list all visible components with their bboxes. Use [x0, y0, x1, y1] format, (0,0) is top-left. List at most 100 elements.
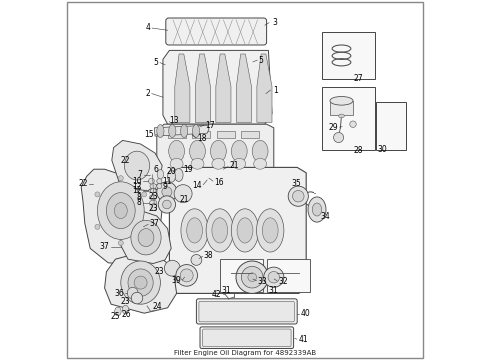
Ellipse shape	[236, 261, 269, 293]
Text: 35: 35	[292, 179, 301, 188]
Bar	[322, 87, 374, 150]
Text: 32: 32	[278, 277, 288, 286]
Ellipse shape	[127, 287, 138, 299]
Bar	[192, 131, 210, 138]
Text: 38: 38	[204, 251, 213, 260]
Bar	[217, 131, 235, 138]
Ellipse shape	[142, 224, 147, 229]
Ellipse shape	[264, 267, 284, 287]
FancyBboxPatch shape	[202, 329, 291, 347]
Ellipse shape	[138, 229, 154, 247]
Ellipse shape	[268, 271, 280, 283]
Ellipse shape	[151, 203, 157, 211]
Text: 23: 23	[154, 267, 164, 276]
Ellipse shape	[157, 182, 177, 202]
Polygon shape	[157, 124, 274, 191]
Bar	[322, 32, 374, 79]
Text: 31: 31	[269, 287, 278, 295]
Ellipse shape	[115, 307, 121, 316]
Text: 23: 23	[148, 204, 158, 213]
Text: 23: 23	[120, 297, 130, 306]
Ellipse shape	[339, 114, 344, 118]
Ellipse shape	[181, 209, 208, 252]
Text: 23: 23	[149, 192, 159, 201]
Bar	[376, 102, 406, 150]
FancyBboxPatch shape	[199, 301, 294, 322]
Ellipse shape	[312, 203, 321, 216]
Text: 21: 21	[229, 161, 239, 170]
Ellipse shape	[157, 170, 164, 179]
Ellipse shape	[262, 218, 278, 243]
Ellipse shape	[158, 196, 175, 213]
Text: 37: 37	[149, 219, 159, 228]
FancyBboxPatch shape	[200, 327, 294, 348]
Polygon shape	[330, 101, 353, 115]
Polygon shape	[236, 54, 251, 122]
Polygon shape	[170, 167, 306, 293]
Ellipse shape	[157, 179, 162, 184]
Text: 1: 1	[273, 86, 278, 95]
Text: 22: 22	[121, 156, 130, 165]
Ellipse shape	[95, 192, 100, 197]
Text: 29: 29	[329, 123, 338, 132]
Ellipse shape	[334, 132, 343, 143]
Ellipse shape	[308, 197, 326, 222]
Text: 39: 39	[171, 276, 181, 285]
Ellipse shape	[231, 209, 259, 252]
Ellipse shape	[121, 261, 160, 304]
Text: 28: 28	[354, 146, 363, 155]
Text: 18: 18	[197, 134, 207, 143]
Ellipse shape	[169, 125, 176, 138]
FancyBboxPatch shape	[166, 18, 267, 45]
Ellipse shape	[157, 184, 162, 189]
Text: 8: 8	[137, 198, 142, 207]
Ellipse shape	[233, 158, 245, 169]
Ellipse shape	[252, 140, 268, 162]
Ellipse shape	[142, 192, 147, 197]
Ellipse shape	[212, 218, 228, 243]
Text: 8: 8	[137, 193, 142, 202]
Ellipse shape	[191, 255, 202, 265]
Text: 34: 34	[320, 212, 330, 220]
Ellipse shape	[174, 168, 183, 181]
Ellipse shape	[210, 140, 226, 162]
Text: 37: 37	[99, 242, 109, 251]
Text: 15: 15	[145, 130, 154, 139]
Ellipse shape	[106, 193, 135, 229]
Text: 12: 12	[132, 182, 142, 191]
Ellipse shape	[180, 125, 188, 138]
Text: 2: 2	[146, 89, 150, 98]
Bar	[194, 257, 199, 263]
Ellipse shape	[118, 240, 123, 246]
Ellipse shape	[257, 209, 284, 252]
Text: 27: 27	[354, 74, 364, 83]
Polygon shape	[81, 169, 162, 265]
Text: 30: 30	[377, 145, 387, 154]
Bar	[168, 131, 186, 138]
Ellipse shape	[168, 171, 175, 182]
Polygon shape	[196, 54, 210, 122]
Ellipse shape	[176, 265, 197, 286]
Text: 9: 9	[162, 182, 167, 191]
Text: 21: 21	[179, 195, 189, 204]
Ellipse shape	[148, 178, 154, 184]
Ellipse shape	[118, 176, 123, 181]
FancyBboxPatch shape	[196, 299, 297, 324]
Ellipse shape	[131, 220, 161, 255]
Polygon shape	[112, 140, 162, 191]
Ellipse shape	[164, 260, 180, 276]
Ellipse shape	[293, 190, 304, 202]
Text: 11: 11	[162, 177, 171, 186]
Polygon shape	[104, 254, 176, 313]
Polygon shape	[257, 54, 272, 122]
Ellipse shape	[124, 151, 149, 180]
Ellipse shape	[150, 184, 156, 189]
Ellipse shape	[237, 218, 253, 243]
Ellipse shape	[242, 266, 263, 288]
Text: 3: 3	[272, 18, 277, 27]
Ellipse shape	[131, 292, 143, 304]
Ellipse shape	[170, 158, 183, 169]
Text: 13: 13	[170, 116, 179, 125]
Ellipse shape	[149, 195, 157, 200]
Ellipse shape	[162, 187, 172, 197]
